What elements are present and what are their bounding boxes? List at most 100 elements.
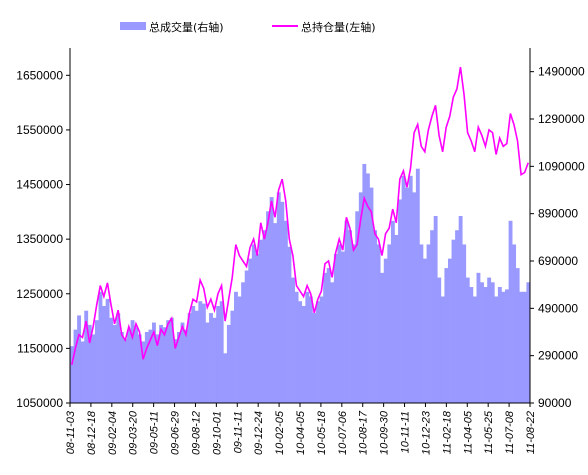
volume-bar: [98, 291, 103, 403]
volume-bar: [394, 234, 399, 403]
volume-bar: [198, 301, 203, 403]
volume-bar: [94, 320, 99, 403]
volume-bar: [398, 199, 402, 403]
volume-bar: [355, 211, 360, 403]
volume-bar: [312, 313, 317, 403]
volume-bar: [373, 230, 377, 403]
left-tick-label: 1450000: [16, 178, 63, 192]
volume-bar: [501, 291, 506, 403]
volume-bar: [512, 244, 517, 403]
volume-bar: [230, 310, 235, 403]
volume-bar: [444, 268, 449, 403]
x-tick-label: 10-02-05: [274, 410, 286, 455]
volume-bar: [162, 327, 167, 403]
volume-bar: [508, 220, 513, 403]
volume-bar: [519, 291, 524, 403]
volume-bar: [258, 239, 263, 403]
volume-bar: [123, 339, 128, 403]
volume-bar: [341, 251, 345, 403]
x-tick-label: 11-08-22: [525, 411, 537, 454]
volume-bar: [276, 192, 281, 403]
volume-bar: [205, 322, 210, 403]
right-tick-label: 1490000: [538, 65, 585, 79]
volume-bar: [134, 327, 139, 403]
volume-bar: [155, 334, 160, 403]
volume-bar: [515, 268, 520, 403]
legend-label-volume: 总成交量(右轴): [149, 20, 224, 34]
legend-swatch-volume: [120, 22, 146, 30]
volume-bar: [415, 168, 420, 403]
volume-bar: [430, 230, 435, 403]
volume-bar: [426, 244, 431, 403]
volume-bar: [351, 244, 356, 403]
volume-bar: [480, 282, 484, 403]
volume-bar: [483, 287, 488, 403]
right-tick-label: 1090000: [538, 159, 585, 173]
volume-bar: [455, 230, 459, 403]
volume-bar: [419, 244, 424, 403]
volume-bar: [323, 272, 328, 403]
volume-bar: [112, 324, 117, 403]
right-tick-label: 890000: [538, 207, 578, 221]
volume-bar: [365, 173, 370, 403]
volume-bar: [316, 301, 320, 403]
volume-bar: [251, 244, 256, 403]
volume-bar: [141, 341, 146, 403]
volume-bar: [84, 310, 89, 403]
x-tick-label: 09-11-11: [232, 411, 244, 453]
volume-bar: [526, 282, 531, 403]
x-tick-label: 09-03-20: [128, 410, 140, 455]
volume-bar: [169, 317, 174, 403]
volume-bar: [287, 246, 292, 403]
volume-bar: [330, 282, 335, 403]
volume-bar: [458, 216, 463, 403]
volume-bar: [440, 296, 445, 403]
volume-bar: [469, 287, 474, 403]
volume-bar: [166, 320, 171, 403]
volume-bar: [380, 272, 385, 403]
legend-label-open-interest: 总持仓量(左轴): [301, 20, 376, 34]
right-tick-label: 290000: [538, 349, 578, 363]
volume-bar: [194, 310, 199, 403]
volume-bar: [216, 305, 221, 403]
x-tick-label: 09-06-29: [170, 411, 182, 455]
volume-bar: [390, 220, 395, 403]
x-tick-label: 10-08-17: [358, 410, 370, 455]
volume-bar: [412, 192, 417, 403]
volume-bar: [376, 244, 381, 403]
volume-bar: [191, 305, 196, 403]
x-tick-label: 10-05-18: [316, 410, 328, 455]
volume-bar: [497, 287, 502, 403]
volume-bar: [269, 197, 274, 403]
x-tick-label: 09-10-01: [211, 411, 223, 455]
volume-bar: [80, 341, 85, 403]
volume-bar: [362, 163, 367, 403]
volume-bar: [487, 277, 492, 403]
volume-bar: [490, 282, 495, 403]
volume-bar: [219, 301, 224, 403]
x-tick-label: 11-07-08: [504, 410, 516, 454]
left-tick-label: 1250000: [16, 287, 63, 301]
x-tick-label: 10-12-23: [420, 410, 432, 455]
volume-bar: [87, 324, 92, 403]
volume-bars: [70, 163, 531, 403]
volume-bar: [109, 317, 114, 403]
x-tick-label: 08-11-03: [65, 410, 77, 454]
volume-bar: [433, 216, 438, 403]
right-tick-label: 90000: [538, 396, 572, 410]
volume-bar: [291, 277, 295, 403]
volume-bar: [130, 320, 135, 403]
volume-bar: [244, 270, 249, 403]
volume-bar: [262, 230, 267, 403]
volume-bar: [423, 258, 427, 403]
volume-bar: [266, 211, 270, 403]
right-tick-label: 1290000: [538, 112, 585, 126]
plot-area: [70, 66, 531, 403]
volume-bar: [116, 313, 121, 403]
volume-bar: [494, 296, 499, 403]
volume-bar: [447, 258, 452, 403]
x-tick-label: 09-02-04: [107, 411, 119, 455]
open-interest-line: [70, 66, 529, 365]
volume-bar: [159, 324, 164, 403]
volume-bar: [137, 334, 142, 403]
